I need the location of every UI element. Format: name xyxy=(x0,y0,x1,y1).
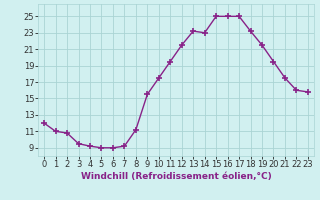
X-axis label: Windchill (Refroidissement éolien,°C): Windchill (Refroidissement éolien,°C) xyxy=(81,172,271,181)
